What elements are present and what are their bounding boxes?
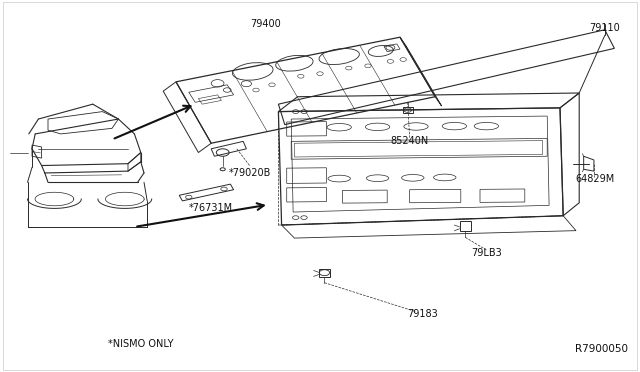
Text: 79400: 79400 <box>250 19 281 29</box>
Text: *79020B: *79020B <box>228 168 271 178</box>
Text: *NISMO ONLY: *NISMO ONLY <box>108 339 173 349</box>
Text: 64829M: 64829M <box>575 174 615 183</box>
Text: 85240N: 85240N <box>390 137 429 146</box>
Text: 79183: 79183 <box>407 310 438 319</box>
Text: R7900050: R7900050 <box>575 344 628 354</box>
Text: 79110: 79110 <box>589 23 620 33</box>
Text: 79LB3: 79LB3 <box>471 248 502 258</box>
Text: *76731M: *76731M <box>189 203 233 213</box>
